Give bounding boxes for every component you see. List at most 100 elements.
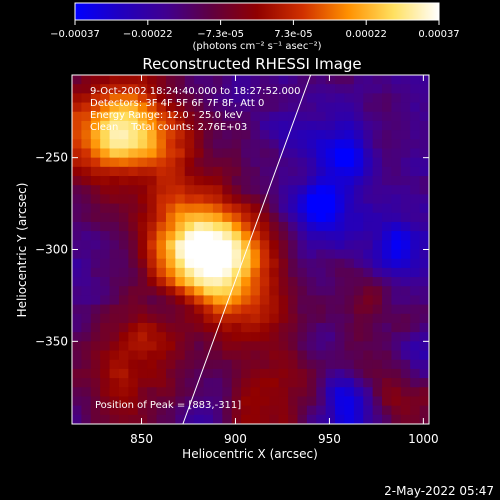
heatmap-cell xyxy=(250,286,261,297)
heatmap-cell xyxy=(194,130,205,140)
heatmap-cell xyxy=(288,102,299,113)
heatmap-cell xyxy=(391,322,402,333)
heatmap-cell xyxy=(137,322,148,333)
heatmap-cell xyxy=(137,166,148,177)
heatmap-cell xyxy=(259,414,270,424)
heatmap-cell xyxy=(109,203,120,214)
heatmap-cell xyxy=(156,267,167,278)
heatmap-cell xyxy=(137,111,148,122)
heatmap-cell xyxy=(128,313,139,324)
heatmap-cell xyxy=(118,396,129,407)
heatmap-cell xyxy=(400,75,411,85)
heatmap-cell xyxy=(241,185,252,195)
heatmap-cell xyxy=(288,84,299,94)
heatmap-cell xyxy=(410,148,421,159)
heatmap-cell xyxy=(165,194,176,205)
heatmap-cell xyxy=(316,75,327,85)
heatmap-cell xyxy=(156,396,167,407)
heatmap-cell xyxy=(410,350,421,361)
heatmap-cell xyxy=(363,176,374,186)
heatmap-cell xyxy=(353,102,364,113)
heatmap-cell xyxy=(241,313,252,324)
heatmap-cell xyxy=(382,396,393,407)
heatmap-cell xyxy=(222,139,233,150)
heatmap-cell xyxy=(372,102,383,113)
heatmap-cell xyxy=(410,111,421,122)
heatmap-cell xyxy=(410,286,421,297)
heatmap-cell xyxy=(335,387,346,398)
heatmap-cell xyxy=(156,240,167,251)
heatmap-cell xyxy=(222,359,233,370)
heatmap-cell xyxy=(222,341,233,352)
heatmap-cell xyxy=(222,203,233,214)
heatmap-cell xyxy=(194,120,205,131)
heatmap-cell xyxy=(353,368,364,379)
heatmap-cell xyxy=(118,350,129,361)
heatmap-cell xyxy=(382,414,393,424)
heatmap-cell xyxy=(72,84,82,94)
heatmap-cell xyxy=(344,396,355,407)
heatmap-cell xyxy=(118,249,129,260)
heatmap-cell xyxy=(81,405,92,416)
heatmap-cell xyxy=(222,368,233,379)
heatmap-cell xyxy=(100,249,111,260)
heatmap-cell xyxy=(194,111,205,122)
heatmap-cell xyxy=(297,75,308,85)
heatmap-cell xyxy=(212,368,223,379)
heatmap-cell xyxy=(241,240,252,251)
heatmap-cell xyxy=(306,332,317,342)
heatmap-cell xyxy=(81,313,92,324)
heatmap-cell xyxy=(297,194,308,205)
heatmap-cell xyxy=(410,185,421,195)
heatmap-cell xyxy=(325,396,336,407)
heatmap-cell xyxy=(335,194,346,205)
heatmap-cell xyxy=(419,221,429,232)
heatmap-cell xyxy=(306,368,317,379)
heatmap-cell xyxy=(419,176,429,186)
heatmap-cell xyxy=(90,304,101,315)
heatmap-cell xyxy=(175,414,186,424)
solar-limb-line xyxy=(182,75,312,424)
heatmap-cell xyxy=(410,341,421,352)
heatmap-cell xyxy=(269,157,280,168)
heatmap-cell xyxy=(212,194,223,205)
heatmap-cell xyxy=(297,378,308,388)
heatmap-cell xyxy=(288,157,299,168)
heatmap-cell xyxy=(194,166,205,177)
heatmap-cell xyxy=(382,111,393,122)
heatmap-cell xyxy=(410,212,421,223)
heatmap-cell xyxy=(410,405,421,416)
heatmap-cell xyxy=(259,93,270,104)
heatmap-cell xyxy=(194,176,205,186)
heatmap-cell xyxy=(297,258,308,269)
heatmap-cell xyxy=(269,221,280,232)
heatmap-cell xyxy=(400,322,411,333)
heatmap-cell xyxy=(72,194,82,205)
heatmap-cell xyxy=(128,322,139,333)
heatmap-cell xyxy=(259,341,270,352)
heatmap-cell xyxy=(203,359,214,370)
heatmap-cell xyxy=(325,148,336,159)
heatmap-cell xyxy=(118,277,129,287)
heatmap-cell xyxy=(81,231,92,241)
heatmap-cell xyxy=(231,148,242,159)
heatmap-cell xyxy=(241,322,252,333)
heatmap-cell xyxy=(278,286,289,297)
heatmap-cell xyxy=(297,304,308,315)
heatmap-cell xyxy=(250,102,261,113)
heatmap-cell xyxy=(118,176,129,186)
heatmap-cell xyxy=(90,295,101,306)
heatmap-cell xyxy=(90,130,101,140)
heatmap-cell xyxy=(297,176,308,186)
heatmap-cell xyxy=(184,130,195,140)
heatmap-cell xyxy=(297,84,308,94)
heatmap-cell xyxy=(344,139,355,150)
heatmap-cell xyxy=(184,304,195,315)
heatmap-cell xyxy=(222,231,233,241)
heatmap-cell xyxy=(382,368,393,379)
heatmap-cell xyxy=(391,75,402,85)
heatmap-cell xyxy=(156,378,167,388)
heatmap-cell xyxy=(363,93,374,104)
heatmap-cell xyxy=(335,84,346,94)
heatmap-cell xyxy=(212,166,223,177)
